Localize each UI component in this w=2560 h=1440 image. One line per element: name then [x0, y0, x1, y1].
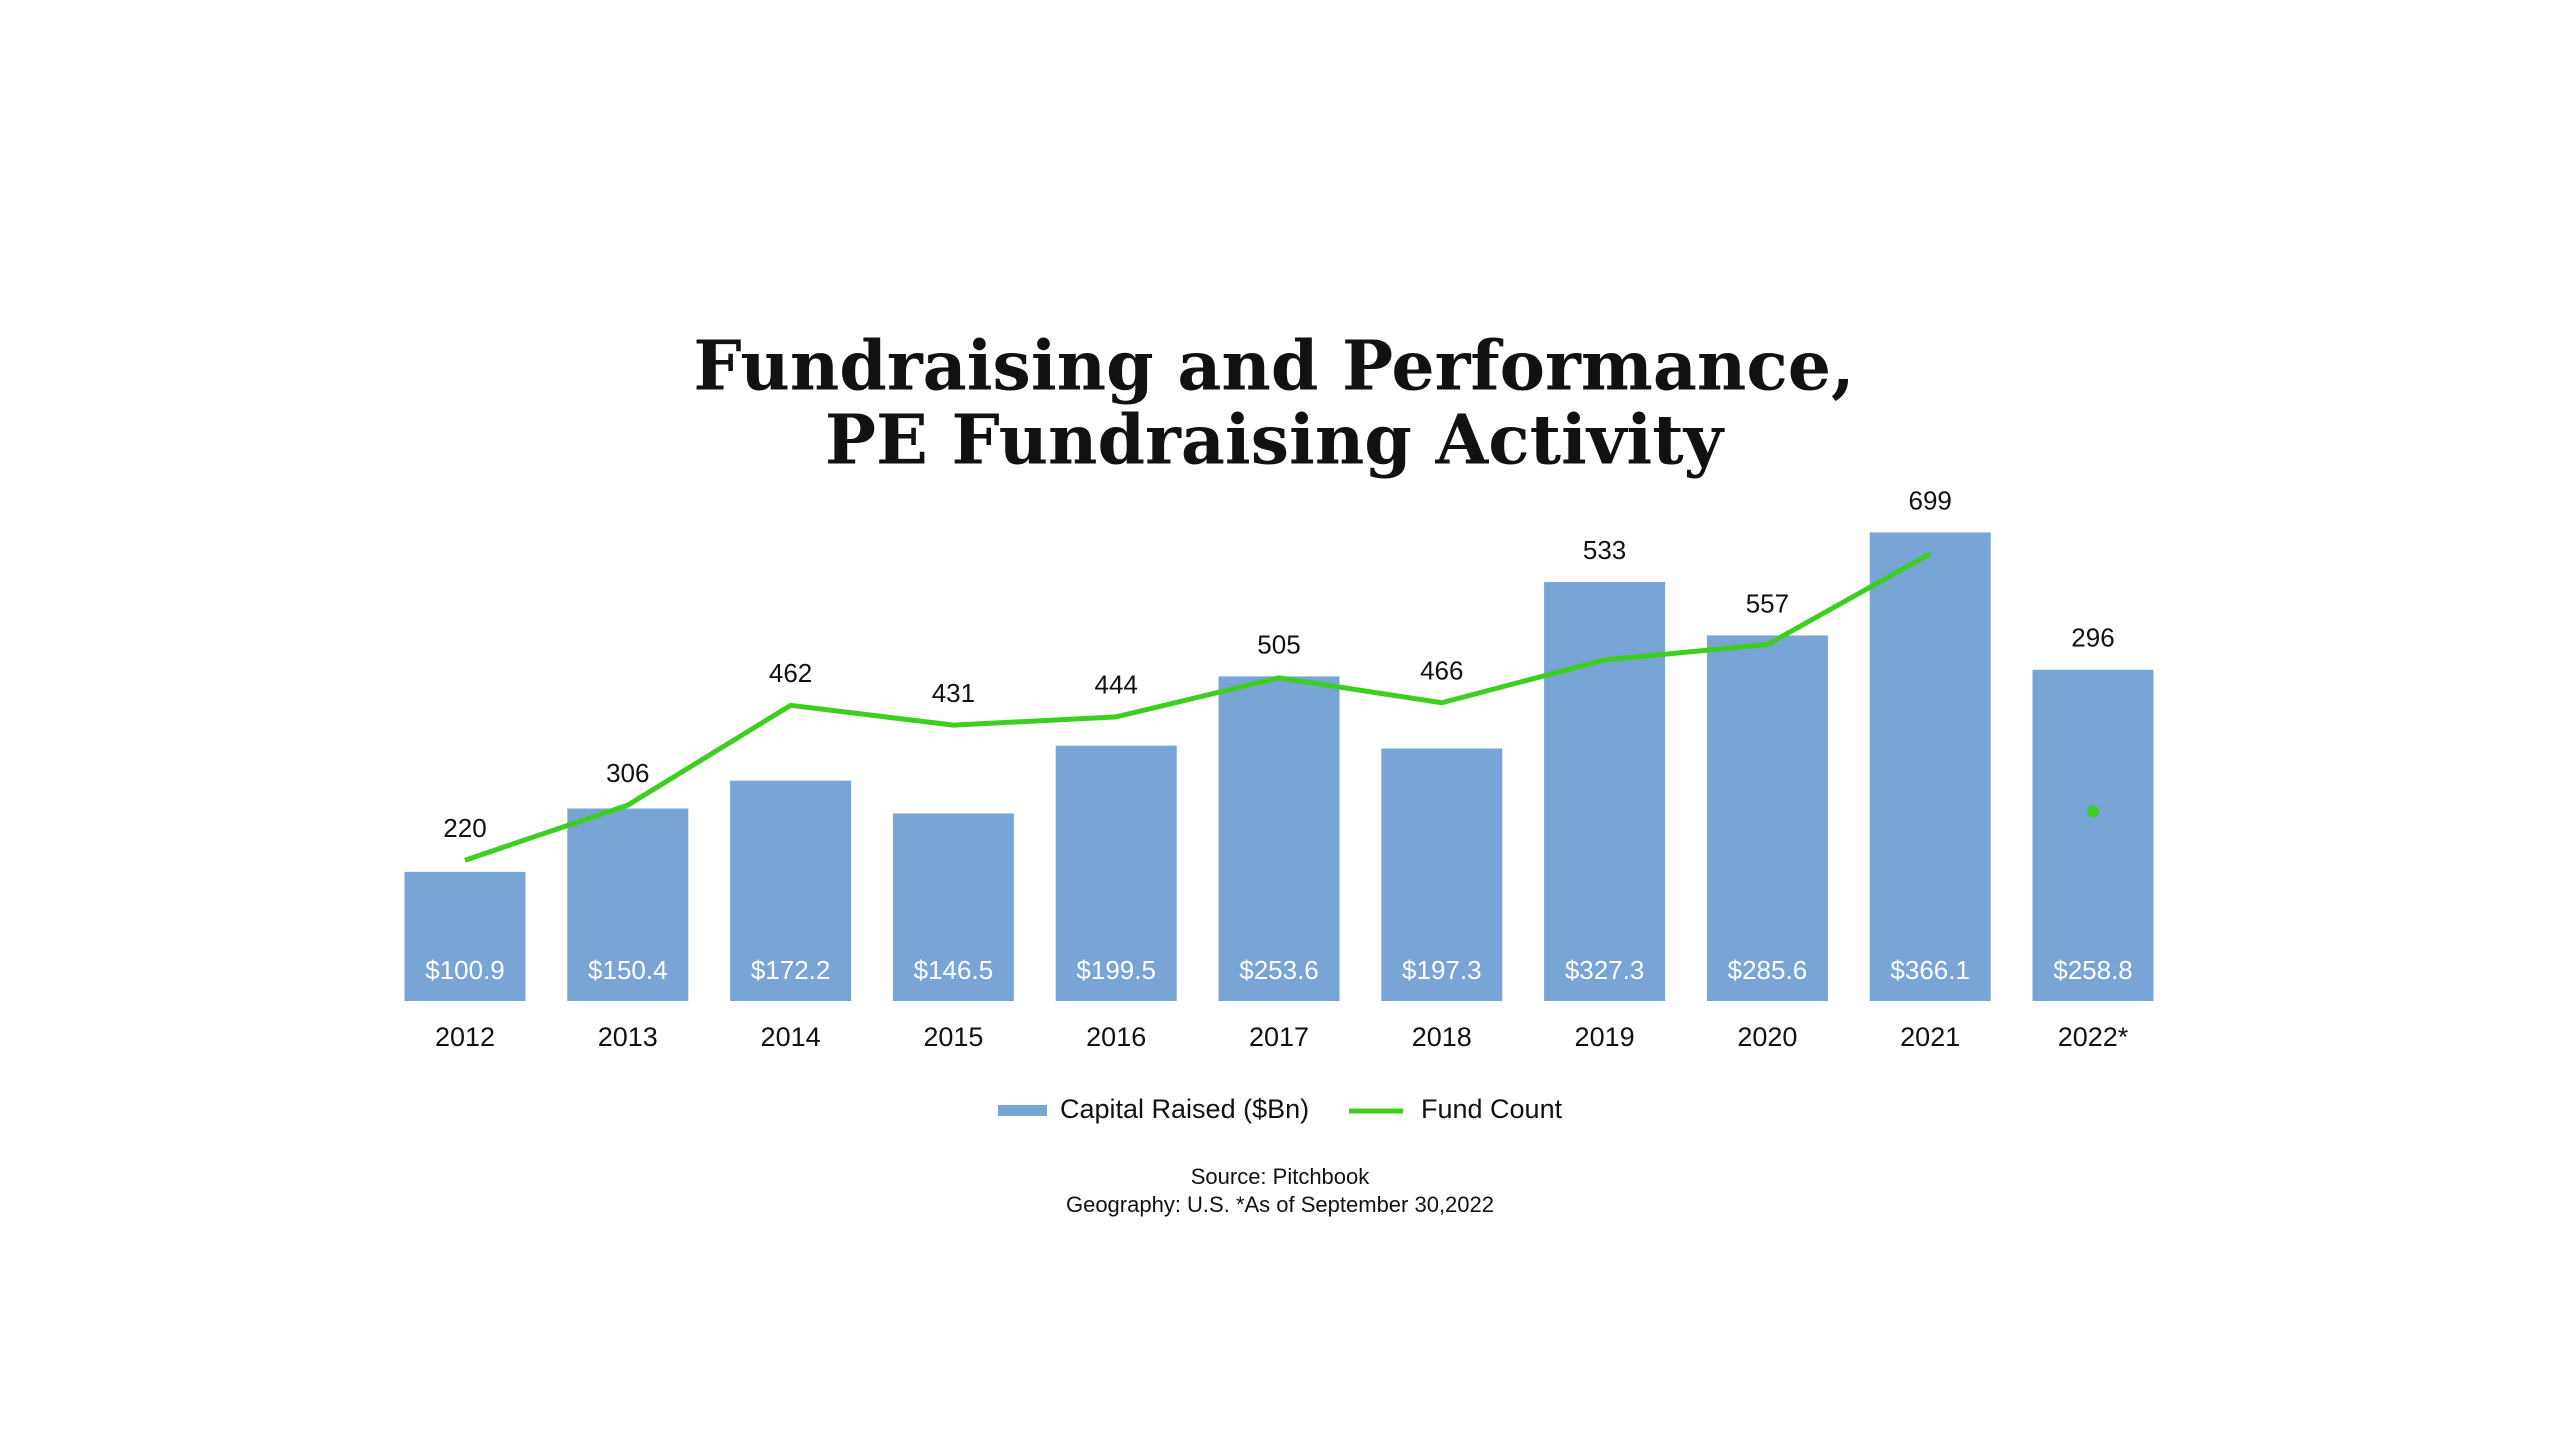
x-tick-label: 2014	[761, 1022, 821, 1052]
chart-title: PE Fundraising Activity	[825, 401, 1726, 481]
bar-value-label: $150.4	[588, 955, 668, 985]
bar-value-label: $327.3	[1565, 955, 1645, 985]
bar	[404, 871, 526, 1001]
x-tick-label: 2019	[1575, 1022, 1635, 1052]
x-tick-label: 2018	[1412, 1022, 1472, 1052]
x-tick-label: 2017	[1249, 1022, 1309, 1052]
source-note: Geography: U.S. *As of September 30,2022	[1066, 1192, 1494, 1217]
fund-count-label: 220	[443, 813, 486, 843]
fund-count-point	[2087, 805, 2099, 818]
bar-value-label: $146.5	[914, 955, 994, 985]
bar	[2032, 669, 2154, 1001]
fund-count-label: 557	[1746, 588, 1789, 618]
bar	[1055, 745, 1177, 1001]
source-note: Source: Pitchbook	[1191, 1164, 1371, 1189]
legend-label: Capital Raised ($Bn)	[1060, 1094, 1309, 1124]
x-tick-label: 2013	[598, 1022, 658, 1052]
chart-title: Fundraising and Performance,	[693, 327, 1854, 407]
fund-count-label: 505	[1257, 629, 1300, 659]
bar-value-label: $199.5	[1076, 955, 1156, 985]
bar	[1381, 748, 1503, 1001]
fund-count-label: 444	[1095, 670, 1138, 700]
bar	[1544, 582, 1666, 1001]
x-tick-label: 2016	[1086, 1022, 1146, 1052]
legend-label: Fund Count	[1421, 1094, 1563, 1124]
fund-count-label: 306	[606, 758, 649, 788]
bar-value-label: $253.6	[1239, 955, 1319, 985]
bar-value-label: $100.9	[425, 955, 505, 985]
bar	[1869, 532, 1991, 1001]
bar-value-label: $172.2	[751, 955, 831, 985]
x-tick-label: 2021	[1900, 1022, 1960, 1052]
bar	[567, 808, 689, 1001]
fund-count-line	[464, 551, 1932, 863]
x-tick-label: 2012	[435, 1022, 495, 1052]
legend-swatch	[998, 1105, 1047, 1116]
fund-count-label: 699	[1909, 485, 1952, 515]
bar	[1706, 635, 1828, 1001]
bar-value-label: $366.1	[1890, 955, 1970, 985]
fund-count-label: 462	[769, 658, 812, 688]
fund-count-label: 431	[932, 678, 975, 708]
bar-value-label: $197.3	[1402, 955, 1482, 985]
fund-count-label: 533	[1583, 535, 1626, 565]
bar	[730, 780, 852, 1001]
bar	[1218, 676, 1340, 1001]
fund-count-label: 296	[2071, 623, 2114, 653]
fund-count-label: 466	[1420, 656, 1463, 686]
x-tick-label: 2022*	[2058, 1022, 2129, 1052]
x-tick-label: 2015	[923, 1022, 983, 1052]
bar-value-label: $258.8	[2053, 955, 2133, 985]
x-tick-label: 2020	[1737, 1022, 1797, 1052]
bar-value-label: $285.6	[1728, 955, 1808, 985]
bar	[892, 813, 1014, 1001]
